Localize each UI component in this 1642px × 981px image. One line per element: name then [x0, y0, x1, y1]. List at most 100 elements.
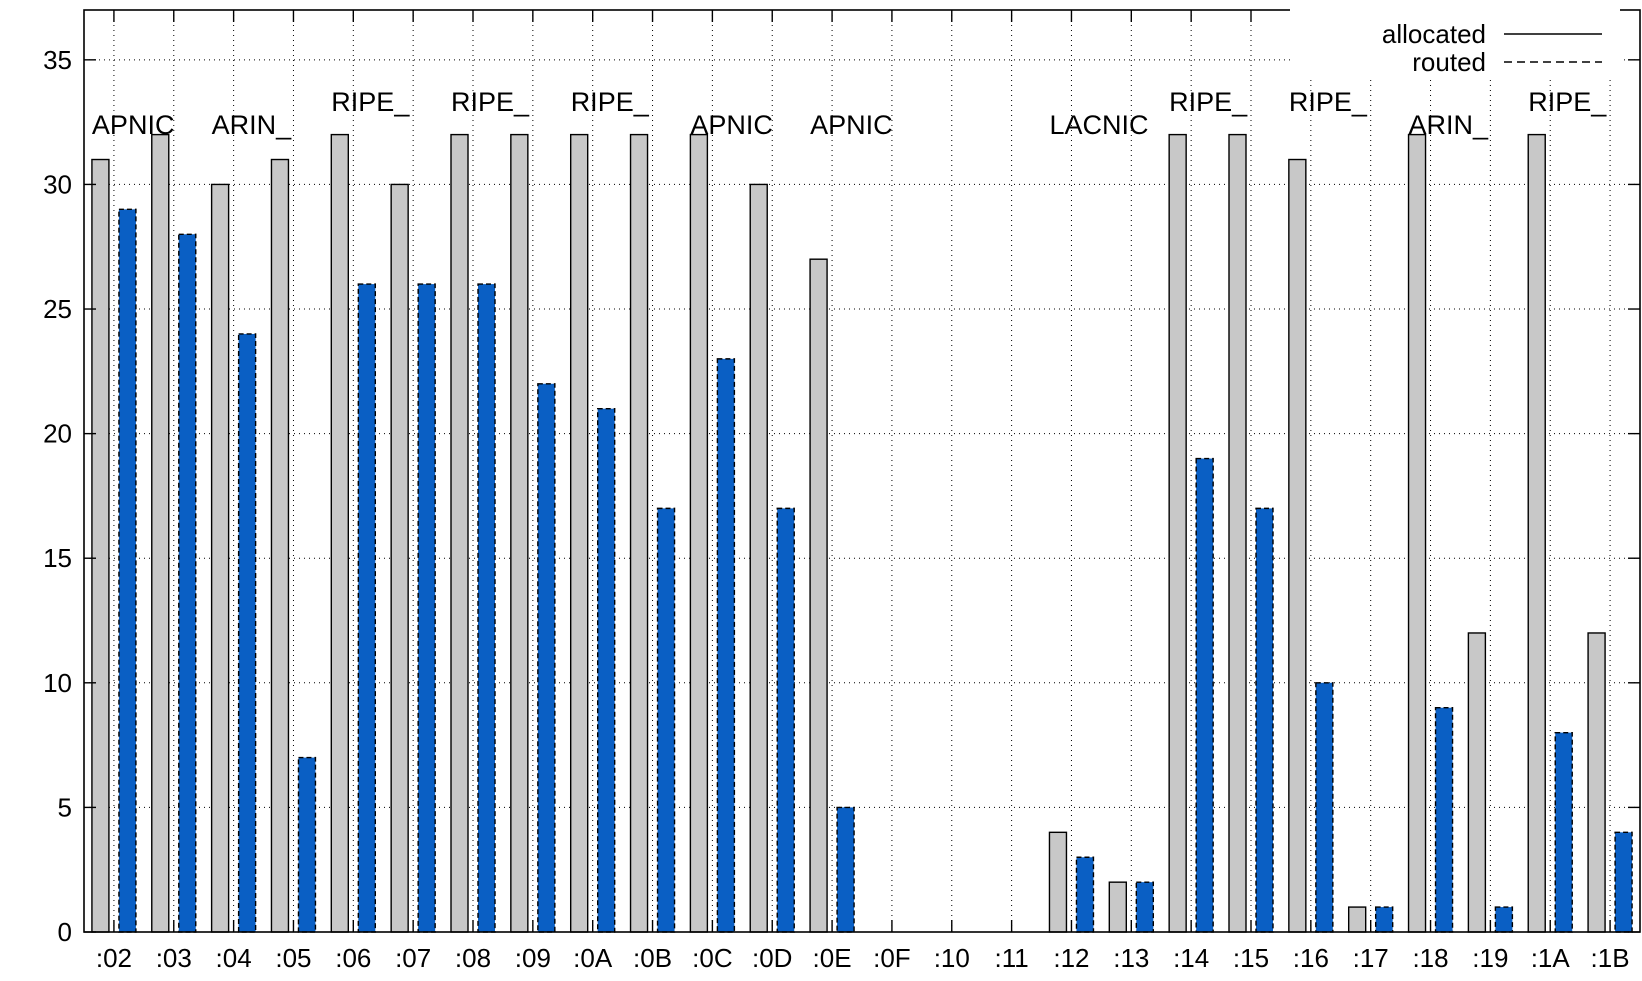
- bar-routed: [357, 283, 377, 933]
- bar-allocated: [749, 183, 768, 933]
- bar-routed: [1255, 507, 1274, 933]
- bar-allocated: [330, 133, 350, 933]
- x-tick-label: :17: [1353, 943, 1389, 973]
- bar-allocated: [510, 133, 529, 933]
- registry-label: RIPE_: [1528, 87, 1607, 117]
- legend-label-allocated: allocated: [1382, 19, 1486, 49]
- x-tick-label: :16: [1293, 943, 1329, 973]
- x-tick-label: :12: [1053, 943, 1089, 973]
- bar-allocated: [151, 133, 170, 933]
- registry-label: APNIC: [92, 110, 175, 140]
- bar-allocated: [1228, 133, 1247, 933]
- bar-routed: [118, 208, 137, 933]
- registry-label: RIPE_: [331, 87, 410, 117]
- bar-routed: [836, 806, 855, 933]
- x-tick-label: :1B: [1591, 943, 1630, 973]
- x-tick-label: :14: [1173, 943, 1209, 973]
- axes: 0 5 10 15 20 25 30 35 :02 :03 :04 :05 :06 :07 :08 :09 :0…: [43, 9, 1641, 973]
- bar-allocated: [210, 183, 230, 933]
- registry-label: RIPE_: [1169, 87, 1248, 117]
- bar-routed: [1434, 707, 1454, 933]
- bar-routed: [596, 408, 616, 933]
- x-tick-label: :07: [395, 943, 431, 973]
- x-tick-label: :11: [995, 943, 1029, 973]
- y-tick-label: 30: [43, 169, 72, 199]
- grid: [84, 10, 1640, 932]
- x-tick-label: :18: [1412, 943, 1448, 973]
- x-tick-label: :0E: [813, 943, 852, 973]
- registry-label: ARIN_: [212, 110, 293, 140]
- bar-allocated: [1168, 133, 1187, 933]
- bar-routed: [1494, 906, 1514, 933]
- y-tick-label: 10: [43, 668, 72, 698]
- bar-allocated: [91, 158, 110, 933]
- bar-allocated: [1288, 158, 1307, 933]
- x-tick-label: :08: [455, 943, 491, 973]
- bar-allocated: [390, 183, 409, 933]
- x-tick-label: :15: [1233, 943, 1269, 973]
- registry-label: LACNIC: [1049, 110, 1148, 140]
- y-tick-label: 15: [43, 543, 72, 573]
- bar-routed: [656, 507, 676, 933]
- bar-routed: [1135, 881, 1155, 933]
- bar-allocated: [1108, 881, 1128, 933]
- bar-allocated: [689, 133, 709, 933]
- bar-routed: [297, 756, 317, 933]
- bar-allocated: [1467, 632, 1487, 933]
- bar-allocated: [1587, 632, 1606, 933]
- bar-allocated: [1407, 133, 1427, 933]
- x-tick-label: :02: [96, 943, 132, 973]
- bar-routed: [716, 358, 736, 933]
- bar-routed: [537, 383, 556, 933]
- plot-frame: [83, 9, 1641, 933]
- registry-label: RIPE_: [451, 87, 530, 117]
- bar-allocated: [569, 133, 589, 933]
- x-tick-label: :1A: [1531, 943, 1571, 973]
- bar-routed: [1554, 731, 1573, 933]
- y-tick-label: 5: [58, 792, 72, 822]
- legend-label-routed: routed: [1412, 47, 1486, 77]
- x-tick-label: :0D: [752, 943, 792, 973]
- bar-routed: [1195, 457, 1214, 933]
- bar-routed: [1374, 906, 1394, 933]
- bar-allocated: [450, 133, 469, 933]
- y-tick-label: 35: [43, 45, 72, 75]
- y-tick-label: 25: [43, 294, 72, 324]
- bar-routed: [417, 283, 436, 933]
- registry-label: APNIC: [690, 110, 773, 140]
- x-tick-label: :06: [335, 943, 371, 973]
- x-tick-label: :09: [515, 943, 551, 973]
- bar-routed: [178, 233, 197, 933]
- registry-label: RIPE_: [571, 87, 650, 117]
- bar-allocated: [629, 133, 649, 933]
- registry-label: ARIN_: [1409, 110, 1490, 140]
- x-tick-label: :0C: [692, 943, 732, 973]
- legend: allocated routed: [1290, 8, 1620, 78]
- bar-routed: [237, 333, 257, 933]
- y-tick-label: 0: [58, 917, 72, 947]
- bar-routed: [477, 283, 496, 933]
- x-tick-label: :13: [1113, 943, 1149, 973]
- y-tick-label: 20: [43, 419, 72, 449]
- bar-routed: [776, 507, 795, 933]
- bar-routed: [1075, 856, 1095, 933]
- bar-allocated: [809, 258, 828, 933]
- x-tick-label: :10: [934, 943, 970, 973]
- x-tick-label: :03: [156, 943, 192, 973]
- bar-allocated: [1527, 133, 1546, 933]
- bar-allocated: [270, 158, 290, 933]
- x-tick-label: :19: [1472, 943, 1508, 973]
- bar-routed: [1614, 831, 1633, 933]
- x-tick-label: :04: [216, 943, 252, 973]
- x-tick-label: :0A: [573, 943, 613, 973]
- x-tick-label: :0B: [633, 943, 672, 973]
- registry-label: RIPE_: [1289, 87, 1368, 117]
- bar-allocated: [1347, 906, 1367, 933]
- x-tick-label: :05: [275, 943, 311, 973]
- bar-allocated: [1048, 831, 1068, 933]
- registry-labels: APNIC ARIN_ RIPE_ RIPE_ RIPE_ APNIC APNIC LACNI…: [92, 87, 1607, 140]
- bar-routed: [1315, 682, 1334, 933]
- x-tick-label: :0F: [873, 943, 911, 973]
- registry-label: APNIC: [810, 110, 893, 140]
